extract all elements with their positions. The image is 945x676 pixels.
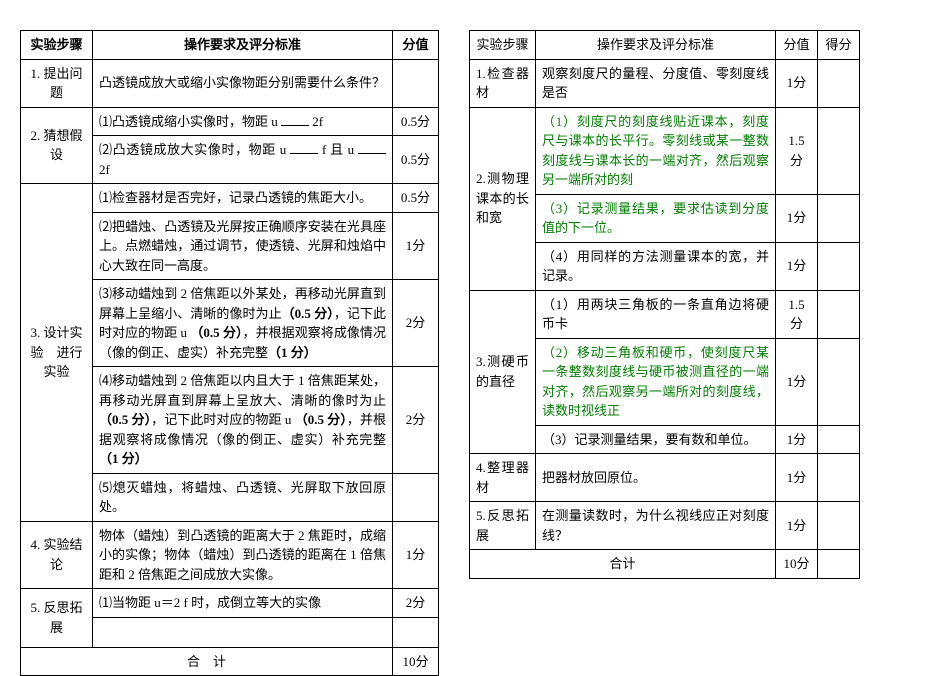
score-cell: 1分 [776,425,818,454]
step-cell: 2. 猜想假设 [21,107,93,184]
right-table-container: 实验步骤 操作要求及评分标准 分值 得分 1.检查器材 观察刻度尺的量程、分度值… [469,30,860,579]
req-cell: 观察刻度尺的量程、分度值、零刻度线是否 [536,59,776,107]
right-table: 实验步骤 操作要求及评分标准 分值 得分 1.检查器材 观察刻度尺的量程、分度值… [469,30,860,579]
req-cell: （2）移动三角板和硬币，使刻度尺某一条整数刻度线与硬币被测直径的一端对齐，然后观… [536,338,776,425]
table-row: 5. 反思拓展 ⑴当物距 u＝2 f 时，成倒立等大的实像 2分 [21,589,439,618]
score-cell: 1分 [776,59,818,107]
req-cell [93,617,393,647]
score-cell: 0.5分 [393,184,439,213]
text: ⑵凸透镜成放大实像时，物距 u [99,142,286,157]
left-header-step: 实验步骤 [21,31,93,60]
step-cell: 5.反思拓展 [470,502,536,550]
get-cell [818,425,860,454]
step-cell: 2.测物理课本的长和宽 [470,107,536,290]
req-cell: （4）用同样的方法测量课本的宽，并记录。 [536,242,776,290]
table-row: 2. 猜想假设 ⑴凸透镜成缩小实像时，物距 u 2f 0.5分 [21,107,439,136]
table-row: 5.反思拓展 在测量读数时，为什么视线应正对刻度线？ 1分 [470,502,860,550]
right-total-row: 合计 10分 [470,550,860,579]
table-row: 3. 设计实验 进行实验 ⑴检查器材是否完好，记录凸透镜的焦距大小。 0.5分 [21,184,439,213]
score-cell: 0.5分 [393,136,439,184]
req-cell: （3）记录测量结果，要求估读到分度值的下一位。 [536,194,776,242]
step-cell: 1. 提出问题 [21,59,93,107]
total-label: 合计 [470,550,776,579]
req-cell: 在测量读数时，为什么视线应正对刻度线？ [536,502,776,550]
score-cell: 1分 [776,242,818,290]
text: 2f [312,114,323,129]
left-header-score: 分值 [393,31,439,60]
blank-underline [290,141,318,154]
score-cell: 1分 [776,194,818,242]
get-cell [818,502,860,550]
req-cell: 凸透镜成放大或缩小实像物距分别需要什么条件？ [93,59,393,107]
score-cell [393,473,439,521]
req-cell: 物体（蜡烛）到凸透镜的距离大于 2 焦距时，成缩小的实像；物体（蜡烛）到凸透镜的… [93,521,393,589]
score-cell: 1分 [393,521,439,589]
step-cell: 3. 设计实验 进行实验 [21,184,93,522]
step-cell: 3.测硬币的直径 [470,290,536,454]
table-row: 4.整理器材 把器材放回原位。 1分 [470,454,860,502]
blank-underline [358,141,386,154]
req-cell: ⑴当物距 u＝2 f 时，成倒立等大的实像 [93,589,393,618]
get-cell [818,59,860,107]
score-cell [393,617,439,647]
get-cell [818,338,860,425]
score-cell: 2分 [393,367,439,474]
score-cell: 1分 [776,502,818,550]
req-cell: ⑴检查器材是否完好，记录凸透镜的焦距大小。 [93,184,393,213]
score-cell: 1.5分 [776,290,818,338]
step-cell: 4.整理器材 [470,454,536,502]
step-cell: 4. 实验结论 [21,521,93,589]
right-header-score: 分值 [776,31,818,60]
step-cell: 1.检查器材 [470,59,536,107]
req-cell: ⑵凸透镜成放大实像时，物距 u f 且 u 2f [93,136,393,184]
right-header-get: 得分 [818,31,860,60]
req-cell: （1）刻度尺的刻度线贴近课本，刻度尺与课本的长平行。零刻线或某一整数刻度线与课本… [536,107,776,194]
req-cell: ⑶移动蜡烛到 2 倍焦距以外某处，再移动光屏直到屏幕上呈缩小、清晰的像时为止（0… [93,280,393,367]
score-cell [393,59,439,107]
req-cell: 把器材放回原位。 [536,454,776,502]
score-cell: 2分 [393,280,439,367]
get-cell [818,107,860,194]
table-row: 4. 实验结论 物体（蜡烛）到凸透镜的距离大于 2 焦距时，成缩小的实像；物体（… [21,521,439,589]
score-cell: 0.5分 [393,107,439,136]
get-cell [818,550,860,579]
score-cell: 2分 [393,589,439,618]
req-cell: （3）记录测量结果，要有数和单位。 [536,425,776,454]
text: f 且 u [322,142,354,157]
text: ⑴凸透镜成缩小实像时，物距 u [99,114,278,129]
get-cell [818,242,860,290]
table-row: 2.测物理课本的长和宽 （1）刻度尺的刻度线贴近课本，刻度尺与课本的长平行。零刻… [470,107,860,194]
score-cell: 1分 [776,454,818,502]
score-cell: 1分 [393,212,439,280]
total-label: 合 计 [21,647,393,676]
req-cell: （1）用两块三角板的一条直角边将硬币卡 [536,290,776,338]
score-cell: 1分 [776,338,818,425]
total-score: 10分 [393,647,439,676]
get-cell [818,290,860,338]
table-row: 3.测硬币的直径 （1）用两块三角板的一条直角边将硬币卡 1.5分 [470,290,860,338]
get-cell [818,454,860,502]
req-cell: ⑵把蜡烛、凸透镜及光屏按正确顺序安装在光具座上。点燃蜡烛，通过调节，使透镜、光屏… [93,212,393,280]
left-table-container: 实验步骤 操作要求及评分标准 分值 1. 提出问题 凸透镜成放大或缩小实像物距分… [20,30,439,676]
left-total-row: 合 计 10分 [21,647,439,676]
req-cell: ⑷移动蜡烛到 2 倍焦距以内且大于 1 倍焦距某处，再移动光屏直到屏幕上呈放大、… [93,367,393,474]
step-cell: 5. 反思拓展 [21,589,93,648]
left-table: 实验步骤 操作要求及评分标准 分值 1. 提出问题 凸透镜成放大或缩小实像物距分… [20,30,439,676]
right-header-req: 操作要求及评分标准 [536,31,776,60]
req-cell: ⑸熄灭蜡烛，将蜡烛、凸透镜、光屏取下放回原处。 [93,473,393,521]
score-cell: 1.5分 [776,107,818,194]
table-row: 1. 提出问题 凸透镜成放大或缩小实像物距分别需要什么条件？ [21,59,439,107]
get-cell [818,194,860,242]
blank-underline [281,113,309,126]
req-cell: ⑴凸透镜成缩小实像时，物距 u 2f [93,107,393,136]
text: 2f [99,162,110,177]
table-row: 1.检查器材 观察刻度尺的量程、分度值、零刻度线是否 1分 [470,59,860,107]
right-header-step: 实验步骤 [470,31,536,60]
left-header-req: 操作要求及评分标准 [93,31,393,60]
right-header-row: 实验步骤 操作要求及评分标准 分值 得分 [470,31,860,60]
total-score: 10分 [776,550,818,579]
left-header-row: 实验步骤 操作要求及评分标准 分值 [21,31,439,60]
